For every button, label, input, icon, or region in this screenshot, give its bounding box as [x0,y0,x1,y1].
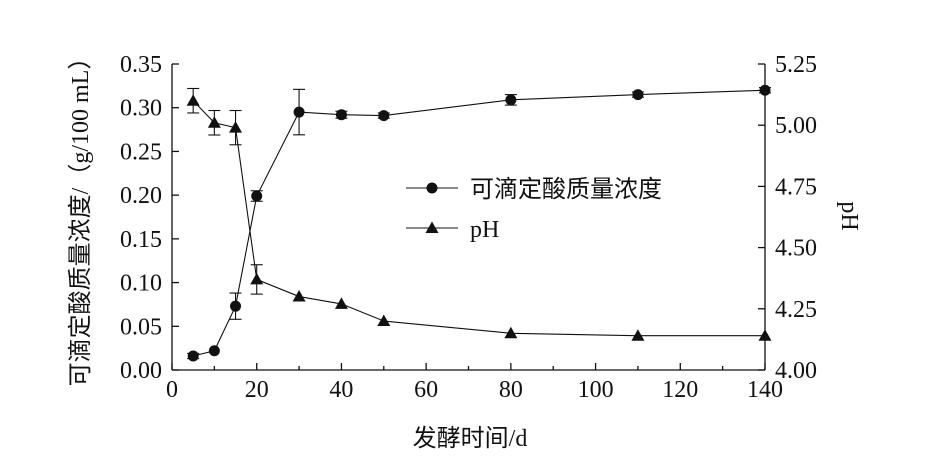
legend-label-ph: pH [470,217,499,243]
x-tick-label: 0 [166,377,178,403]
x-tick-label: 40 [329,377,353,403]
left-y-tick-label: 0.15 [120,227,162,253]
x-tick-label: 80 [499,377,523,403]
data-point-circle [293,106,305,118]
data-point-circle [208,345,220,357]
data-point-circle [378,110,390,122]
data-point-triangle [250,272,264,285]
data-point-circle [335,109,347,121]
chart-series [186,84,772,362]
data-point-triangle [504,326,518,339]
legend-marker-triangle [425,221,439,233]
left-y-tick-label: 0.35 [120,52,162,78]
left-y-tick-label: 0.05 [120,314,162,340]
data-point-circle [759,84,771,96]
chart-axes [171,64,766,371]
data-point-triangle [334,297,348,309]
data-point-triangle [377,314,391,327]
left-y-axis-title: 可滴定酸质量浓度/（g/100 mL） [67,46,94,387]
data-point-triangle [186,94,200,106]
right-y-tick-label: 4.25 [775,297,817,323]
left-y-tick-label: 0.20 [120,183,162,209]
data-point-triangle [229,121,243,133]
data-point-circle [632,89,644,101]
data-point-circle [251,190,263,202]
series-titratable-acid [187,84,771,362]
legend: 可滴定酸质量浓度 pH [406,176,662,243]
left-y-tick-label: 0.25 [120,139,162,165]
right-y-tick-label: 5.25 [775,52,817,78]
left-y-tick-label: 0.30 [120,96,162,122]
right-y-tick-label: 4.50 [775,236,817,262]
data-point-triangle [292,290,306,302]
x-tick-label: 20 [245,377,269,403]
data-point-circle [505,94,517,106]
right-y-tick-label: 4.00 [775,358,817,384]
left-y-tick-label: 0.10 [120,271,162,297]
chart-ticks: 0 20 40 60 80 100 120 140 0.00 0.05 0.10 0.15 0.20 0.… [120,52,817,403]
x-axis-title: 发酵时间/d [413,425,528,452]
left-y-tick-label: 0.00 [120,358,162,384]
data-point-circle [230,300,242,312]
legend-marker-circle [426,182,438,194]
x-tick-label: 100 [578,377,614,403]
data-point-circle [187,350,199,362]
data-point-triangle [207,116,221,128]
x-tick-label: 60 [414,377,438,403]
x-tick-label: 140 [747,377,783,403]
data-point-triangle [758,329,772,341]
data-point-triangle [631,329,645,341]
right-y-tick-label: 5.00 [775,113,817,139]
series-ph [186,87,772,341]
series-line [193,89,766,357]
right-y-axis-title: pH [836,201,862,230]
series-line [192,100,765,337]
x-tick-label: 120 [662,377,698,403]
right-y-tick-label: 4.75 [775,174,817,200]
legend-label-titratable-acid: 可滴定酸质量浓度 [470,176,662,203]
